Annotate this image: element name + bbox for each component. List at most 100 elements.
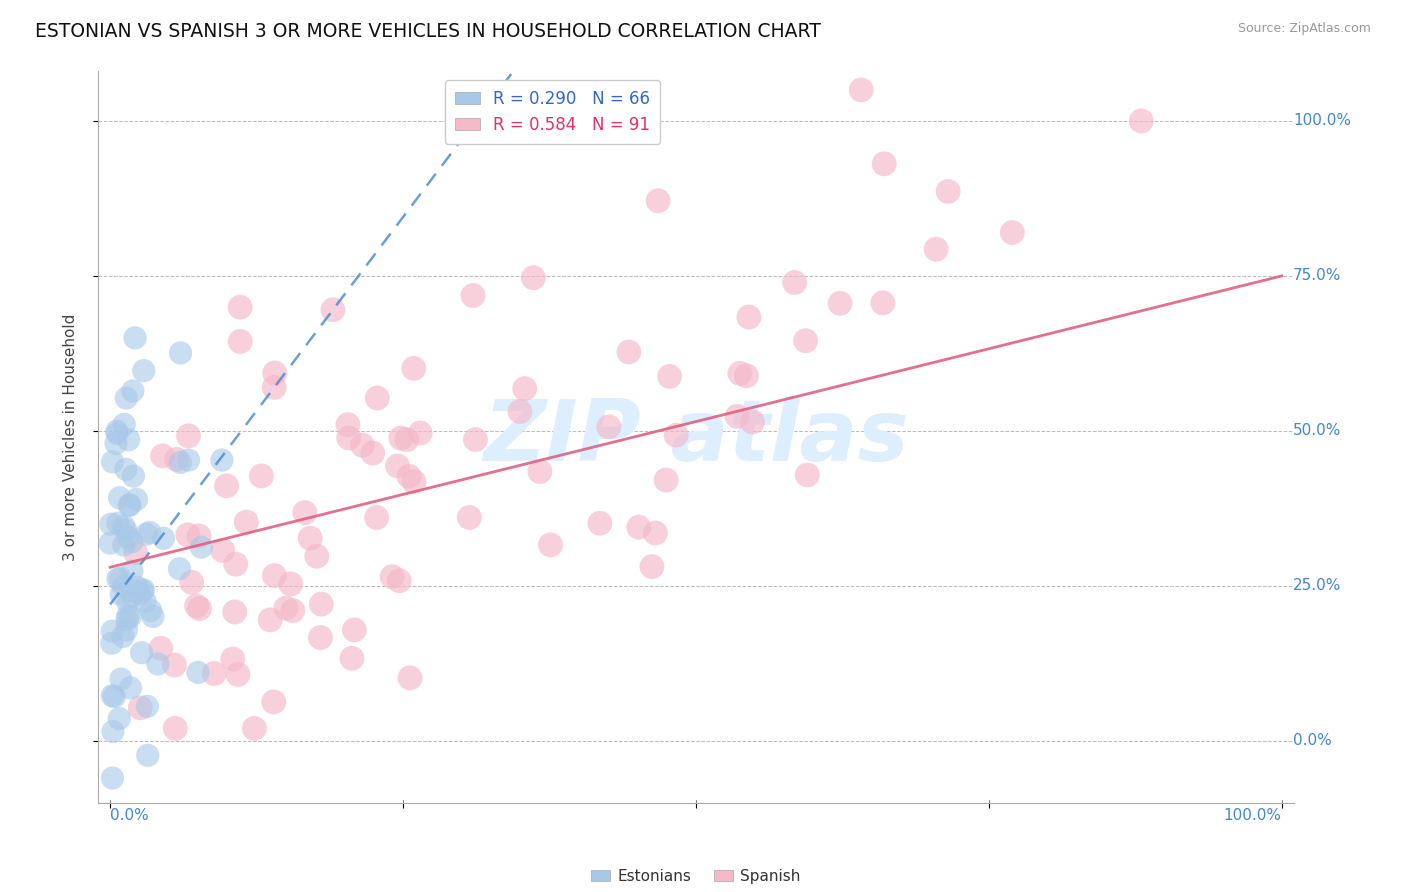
Point	[125, 580, 148, 594]
Text: 50.0%: 50.0%	[1294, 424, 1341, 438]
Point	[180, 575, 202, 590]
Point	[111, 630, 134, 644]
Point	[513, 382, 536, 396]
Point	[115, 623, 138, 637]
Y-axis label: 3 or more Vehicles in Household: 3 or more Vehicles in Household	[63, 313, 77, 561]
Point	[598, 420, 620, 434]
Point	[243, 722, 266, 736]
Point	[381, 570, 404, 584]
Point	[110, 672, 132, 686]
Point	[105, 426, 128, 441]
Text: ESTONIAN VS SPANISH 3 OR MORE VEHICLES IN HOUSEHOLD CORRELATION CHART: ESTONIAN VS SPANISH 3 OR MORE VEHICLES I…	[35, 22, 821, 41]
Point	[129, 701, 152, 715]
Point	[387, 458, 409, 473]
Point	[169, 346, 191, 360]
Point	[658, 369, 681, 384]
Point	[322, 302, 344, 317]
Point	[115, 613, 138, 627]
Point	[225, 558, 247, 572]
Point	[202, 666, 225, 681]
Point	[152, 449, 174, 463]
Point	[299, 531, 322, 545]
Point	[101, 455, 124, 469]
Point	[461, 288, 484, 302]
Point	[665, 428, 688, 442]
Point	[117, 608, 139, 623]
Point	[925, 242, 948, 256]
Point	[108, 491, 131, 505]
Point	[105, 424, 128, 438]
Point	[101, 771, 124, 785]
Point	[294, 506, 316, 520]
Point	[103, 690, 125, 704]
Point	[132, 582, 155, 597]
Point	[115, 391, 138, 405]
Point	[627, 520, 650, 534]
Point	[98, 536, 121, 550]
Point	[936, 185, 959, 199]
Point	[188, 529, 211, 543]
Point	[131, 584, 153, 599]
Point	[224, 605, 246, 619]
Point	[128, 587, 150, 601]
Point	[725, 409, 748, 424]
Text: 0.0%: 0.0%	[1294, 733, 1331, 748]
Point	[250, 469, 273, 483]
Point	[851, 83, 873, 97]
Text: 0.0%: 0.0%	[110, 808, 149, 823]
Point	[343, 623, 366, 637]
Point	[132, 364, 155, 378]
Text: 75.0%: 75.0%	[1294, 268, 1341, 284]
Point	[352, 438, 374, 452]
Point	[263, 380, 285, 394]
Point	[211, 543, 233, 558]
Point	[107, 572, 129, 586]
Point	[337, 431, 360, 445]
Point	[146, 657, 169, 671]
Point	[166, 452, 188, 467]
Point	[366, 391, 388, 405]
Point	[108, 571, 131, 585]
Point	[107, 516, 129, 531]
Point	[340, 651, 363, 665]
Point	[641, 559, 664, 574]
Point	[124, 331, 146, 345]
Point	[395, 433, 418, 447]
Point	[872, 296, 894, 310]
Point	[121, 384, 143, 398]
Point	[188, 601, 211, 615]
Point	[366, 510, 388, 524]
Point	[529, 465, 551, 479]
Point	[139, 604, 162, 618]
Point	[398, 469, 420, 483]
Point	[100, 636, 122, 650]
Point	[101, 724, 124, 739]
Point	[281, 604, 304, 618]
Point	[741, 415, 763, 429]
Point	[135, 527, 157, 541]
Point	[409, 425, 432, 440]
Point	[783, 276, 806, 290]
Point	[134, 594, 156, 608]
Point	[589, 516, 612, 531]
Point	[104, 436, 127, 450]
Point	[177, 453, 200, 467]
Point	[1001, 226, 1024, 240]
Point	[336, 417, 359, 432]
Point	[112, 538, 135, 552]
Point	[309, 597, 332, 611]
Point	[458, 510, 481, 524]
Point	[522, 270, 544, 285]
Point	[274, 601, 297, 615]
Point	[215, 479, 238, 493]
Point	[117, 433, 139, 447]
Text: 100.0%: 100.0%	[1223, 808, 1282, 823]
Point	[235, 515, 257, 529]
Legend: Estonians, Spanish: Estonians, Spanish	[585, 863, 807, 890]
Point	[280, 577, 302, 591]
Point	[121, 534, 143, 549]
Point	[121, 588, 143, 602]
Point	[388, 574, 411, 588]
Point	[728, 367, 751, 381]
Point	[794, 334, 817, 348]
